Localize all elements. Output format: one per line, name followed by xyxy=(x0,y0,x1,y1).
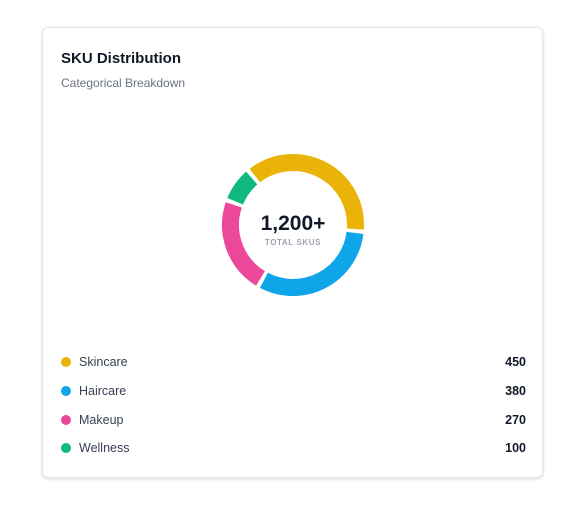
legend-label: Haircare xyxy=(79,384,127,399)
legend-dot xyxy=(61,357,71,368)
donut-slice-wellness xyxy=(227,171,258,205)
donut-slice-skincare xyxy=(249,154,364,230)
legend-value: 380 xyxy=(505,384,526,399)
total-skus-value: 1,200+ xyxy=(261,212,326,235)
donut-segments xyxy=(222,154,364,296)
legend-label: Skincare xyxy=(79,355,128,370)
donut-slice-haircare xyxy=(260,231,364,296)
card-subtitle: Categorical Breakdown xyxy=(61,76,186,90)
legend-item-makeup: Makeup 270 xyxy=(61,405,526,434)
legend-item-haircare: Haircare 380 xyxy=(61,377,526,406)
legend-dot xyxy=(61,386,71,397)
card-title: SKU Distribution xyxy=(61,50,181,67)
legend-dot xyxy=(61,414,71,425)
legend-value: 100 xyxy=(505,441,526,456)
legend-label: Makeup xyxy=(79,412,124,427)
legend-label: Wellness xyxy=(79,441,130,456)
legend-item-skincare: Skincare 450 xyxy=(61,348,526,377)
legend: Skincare 450 Haircare 380 Makeup 270 Wel… xyxy=(61,348,526,463)
donut-chart: 1,200+ TOTAL SKUS xyxy=(222,154,364,296)
sku-distribution-card: SKU Distribution Categorical Breakdown 1… xyxy=(42,27,543,478)
legend-value: 450 xyxy=(505,355,526,370)
total-skus-label: TOTAL SKUS xyxy=(265,238,321,247)
donut-slice-makeup xyxy=(222,202,266,286)
legend-item-wellness: Wellness 100 xyxy=(61,434,526,463)
legend-value: 270 xyxy=(505,412,526,427)
legend-dot xyxy=(61,443,71,454)
